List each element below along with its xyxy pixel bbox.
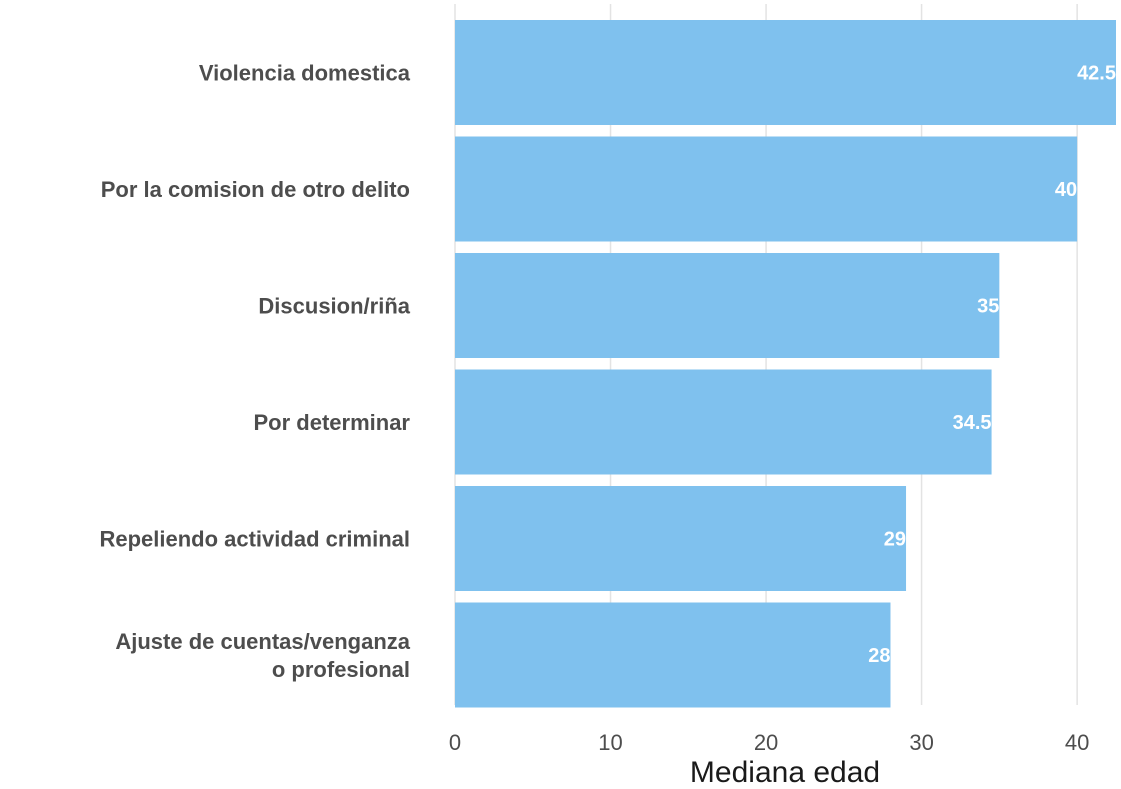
bar-value-label: 42.5 <box>1077 63 1116 85</box>
bar <box>455 253 1000 358</box>
x-tick-label: 40 <box>1065 730 1089 755</box>
bar <box>455 369 992 475</box>
bar-value-label: 34.5 <box>953 412 992 434</box>
category-label-line: Repeliendo actividad criminal <box>99 527 410 552</box>
category-label-line: Violencia domestica <box>199 61 411 86</box>
x-tick-label: 10 <box>598 730 622 755</box>
bar <box>455 602 891 708</box>
bar-value-label: 28 <box>868 645 890 667</box>
x-tick-label: 30 <box>909 730 933 755</box>
category-label-line: Discusion/riña <box>258 294 410 319</box>
data-labels: 42.5 40 35 34.5 29 28 <box>868 63 1116 668</box>
category-label: Ajuste de cuentas/venganza o profesional <box>115 629 410 682</box>
category-label: Por la comision de otro delito <box>101 177 410 202</box>
category-label: Por determinar <box>254 410 411 435</box>
bar <box>455 136 1078 242</box>
bar-value-label: 35 <box>977 296 999 318</box>
x-tick-label: 20 <box>754 730 778 755</box>
bar <box>455 20 1116 125</box>
category-label-line: Ajuste de cuentas/venganza <box>115 629 410 654</box>
x-tick-label: 0 <box>449 730 461 755</box>
bar-value-label: 40 <box>1055 179 1077 201</box>
bar-value-label: 29 <box>884 529 906 551</box>
category-label: Discusion/riña <box>258 294 410 319</box>
x-axis-title: Mediana edad <box>690 756 880 789</box>
category-label: Repeliendo actividad criminal <box>99 527 410 552</box>
category-label: Violencia domestica <box>199 61 411 86</box>
category-labels: Violencia domestica Por la comision de ot… <box>99 61 410 683</box>
category-label-line: Por la comision de otro delito <box>101 177 410 202</box>
category-label-line: Por determinar <box>254 410 411 435</box>
bar <box>455 486 907 591</box>
x-axis-ticks: 0 10 20 30 40 <box>449 730 1089 755</box>
bars <box>455 20 1116 708</box>
category-label-line: o profesional <box>272 657 410 682</box>
